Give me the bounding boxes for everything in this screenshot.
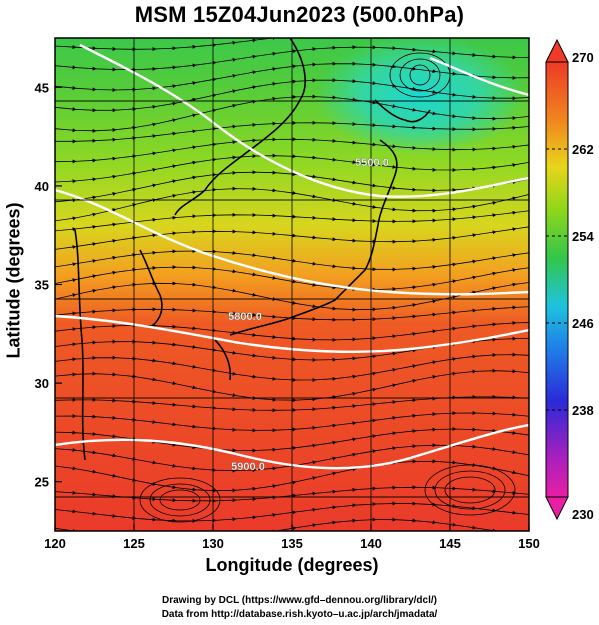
y-tick-label: 35: [35, 278, 49, 293]
eddy-streamline: [139, 477, 221, 523]
x-tick-label: 135: [281, 536, 303, 551]
x-tick-label: 125: [123, 536, 145, 551]
streamline: [55, 517, 517, 531]
streamline: [55, 459, 529, 493]
y-tick-label: 25: [35, 475, 49, 490]
field-layer: [55, 38, 529, 531]
y-axis-label: Latitude (degrees): [3, 202, 24, 359]
x-tick-label: 130: [202, 536, 224, 551]
contour-label: 5800.0: [228, 311, 262, 323]
colorbar-tick-label: 254: [572, 229, 594, 244]
contour-labels: 5900.0 5800.0 5500.0: [228, 157, 389, 473]
eddy-streamline: [434, 470, 506, 510]
chart-title: MSM 15Z04Jun2023 (500.0hPa): [134, 2, 465, 27]
colorbar-tick-label: 246: [572, 316, 594, 331]
x-tick-label: 145: [439, 536, 461, 551]
eddy-streamline: [149, 483, 211, 517]
x-tick-label: 120: [44, 536, 66, 551]
streamline: [55, 394, 529, 413]
eddy-streamline: [409, 64, 431, 86]
eddy-streamline: [424, 464, 516, 516]
contour-label: 5900.0: [231, 461, 265, 473]
streamline: [55, 226, 529, 250]
streamline: [55, 281, 529, 312]
eddy-streamline: [159, 489, 201, 511]
y-ticks: 25 30 35 40 45: [35, 80, 62, 490]
contour-lines: [55, 43, 529, 470]
x-axis-label: Longitude (degrees): [205, 555, 379, 575]
contour-label: 5500.0: [355, 157, 389, 169]
grid-lines: [55, 38, 529, 531]
colorbar-tick-label: 262: [572, 142, 594, 157]
streamline: [55, 186, 529, 222]
streamline: [55, 485, 529, 503]
x-ticks: 120 125 130 135 140 145 150: [44, 524, 540, 551]
streamline: [55, 305, 529, 322]
credit-drawing: Drawing by DCL (https://www.gfd–dennou.o…: [161, 595, 437, 606]
colorbar: 270 262 254 246 238 230: [545, 38, 594, 522]
credit-data: Data from http://database.rish.kyoto–u.a…: [161, 609, 438, 620]
y-tick-label: 45: [35, 80, 49, 95]
colorbar-min-arrow: [545, 496, 569, 521]
colorbar-max-arrow: [545, 38, 569, 63]
y-tick-label: 40: [35, 179, 49, 194]
colorbar-tick-label: 270: [572, 50, 594, 65]
streamline: [55, 248, 529, 272]
eddy-streamline: [399, 58, 441, 92]
x-tick-label: 140: [360, 536, 382, 551]
x-tick-label: 150: [518, 536, 540, 551]
eddy-streamline: [444, 476, 496, 504]
colorbar-tick-label: 230: [572, 507, 594, 522]
colorbar-tick-label: 238: [572, 403, 594, 418]
y-tick-label: 30: [35, 376, 49, 391]
coastlines: [74, 38, 431, 461]
